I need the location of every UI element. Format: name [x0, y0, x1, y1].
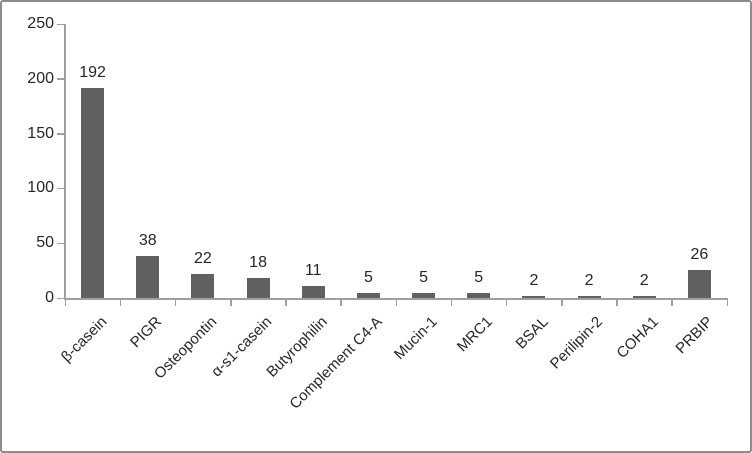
x-axis-category-label: PIGR [127, 313, 166, 352]
x-axis-category-label: Mucin-1 [391, 313, 441, 364]
bar [356, 292, 380, 298]
x-axis-tick [505, 300, 508, 306]
bar [687, 269, 711, 298]
bar-value-label: 18 [249, 254, 267, 272]
bar [577, 295, 601, 298]
bar [467, 292, 491, 298]
x-axis-tick [616, 300, 618, 306]
y-axis-tick-label: 250 [27, 15, 54, 32]
bar-value-label: 192 [79, 63, 106, 81]
x-axis-tick [285, 300, 287, 306]
x-axis-category-label: MRC1 [453, 313, 497, 356]
bar-value-label: 5 [419, 268, 429, 286]
bar-value-label: 11 [304, 261, 322, 279]
bar [191, 273, 215, 298]
x-axis-category-label: β-casein [57, 313, 110, 366]
y-axis-tick [57, 78, 64, 80]
x-axis-category-label: BSAL [512, 313, 552, 353]
bar-value-label: 2 [584, 271, 594, 289]
x-axis-tick [119, 300, 122, 306]
x-axis-tick [561, 300, 563, 306]
y-axis-tick-label: 150 [27, 124, 54, 142]
bar-value-label: 2 [529, 271, 539, 289]
x-axis-category-label: PRBIP [672, 313, 717, 358]
x-axis-tick [64, 300, 66, 306]
bar [632, 295, 656, 298]
y-axis-tick [57, 133, 64, 135]
y-axis-line [64, 24, 66, 300]
bar-value-label: 38 [138, 232, 157, 250]
y-axis-tick [57, 187, 64, 190]
x-axis-tick [395, 300, 397, 306]
x-axis-tick [340, 300, 342, 306]
bar [301, 285, 325, 298]
y-axis-tick-label: 50 [36, 234, 54, 252]
bar [246, 278, 270, 298]
x-axis-category-label: COHA1 [612, 313, 662, 362]
bar-value-label: 5 [474, 268, 484, 286]
x-axis-category-label: Perilipin-2 [547, 313, 607, 373]
x-axis-tick [174, 300, 177, 306]
y-axis-tick [57, 242, 64, 245]
x-axis-tick [450, 300, 453, 306]
y-axis-tick [57, 297, 64, 299]
bar [136, 256, 160, 298]
bar-value-label: 26 [690, 245, 709, 263]
x-axis-line [64, 298, 728, 300]
bar-value-label: 5 [363, 268, 373, 286]
bar [522, 295, 546, 298]
y-axis-tick-label: 0 [45, 289, 54, 306]
bar [412, 292, 436, 298]
x-axis-tick [230, 300, 232, 306]
y-axis-tick-label: 100 [27, 179, 54, 197]
x-axis-tick [671, 300, 673, 306]
bar [81, 87, 105, 298]
x-axis-tick [726, 300, 728, 306]
bar-value-label: 22 [194, 249, 212, 267]
y-axis-tick [57, 23, 64, 25]
bar-value-label: 2 [639, 271, 649, 289]
y-axis-tick-label: 200 [27, 69, 54, 87]
